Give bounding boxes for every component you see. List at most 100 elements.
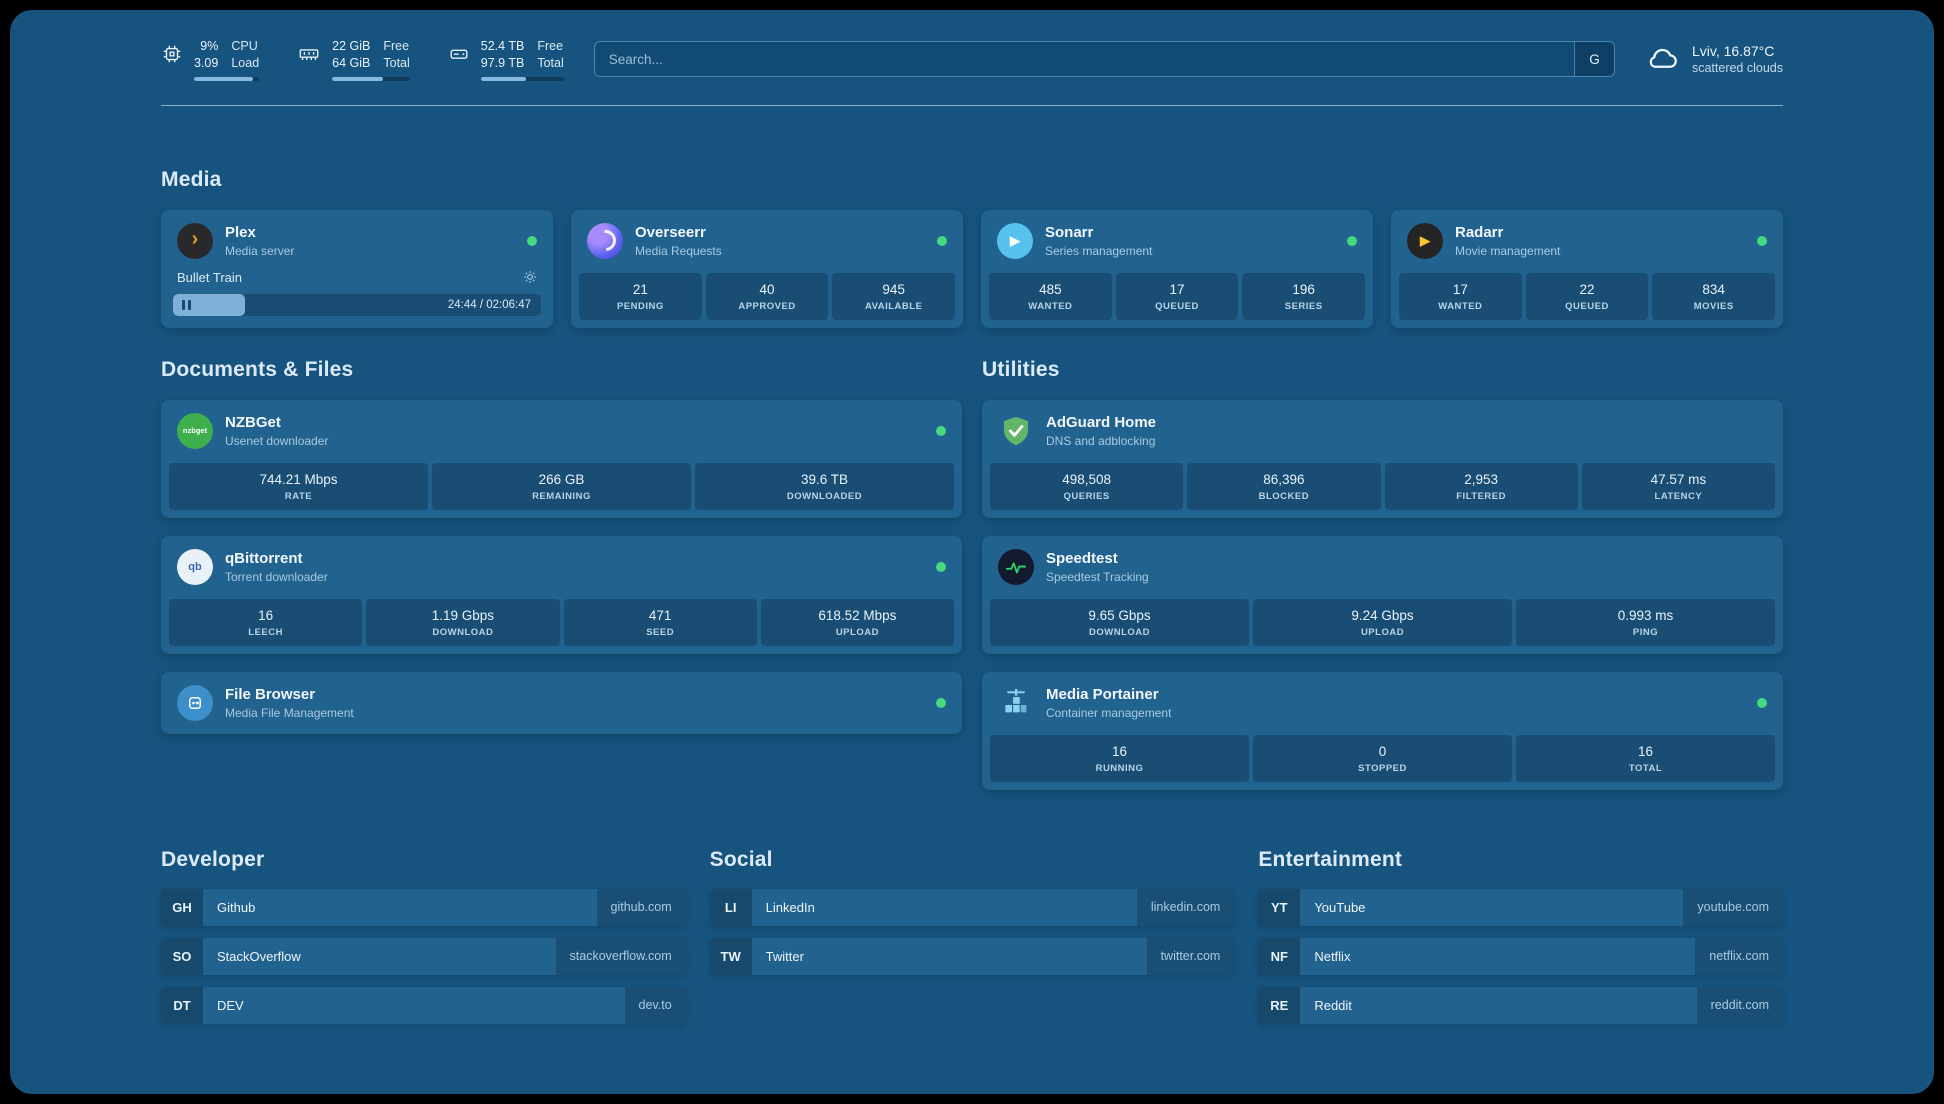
bookmark-name: Github (217, 899, 256, 915)
bookmark-url: dev.to (624, 986, 686, 1024)
stat-download: 9.65 Gbps DOWNLOAD (990, 598, 1249, 646)
memory-total: 64 GiB (332, 55, 371, 70)
service-name: Plex (225, 223, 256, 241)
service-subtitle: Usenet downloader (225, 433, 329, 448)
stats-row: 21 PENDING 40 APPROVED 945 AVAILABLE (579, 272, 956, 320)
cpu-icon (161, 43, 183, 70)
section-title-entertainment: Entertainment (1258, 847, 1403, 871)
disk-bar (480, 76, 564, 81)
stat-download: 1.19 Gbps DOWNLOAD (366, 598, 560, 646)
service-name: Sonarr (1045, 223, 1094, 241)
service-name: NZBGet (225, 413, 281, 431)
memory-body: 22 GiB 64 GiB Free Total (332, 38, 410, 81)
bookmark-name: LinkedIn (765, 899, 815, 915)
cpu-loadavg: 3.09 (194, 55, 219, 70)
service-name: Media Portainer (1046, 685, 1159, 703)
disk-free: 52.4 TB (480, 39, 525, 53)
service-card-adguard[interactable]: AdGuard Home DNS and adblocking 498,508 … (982, 399, 1783, 518)
bookmark-name: Twitter (765, 948, 804, 964)
cpu-body: 9% 3.09 CPU Load (194, 38, 260, 81)
section-title-media: Media (161, 167, 222, 191)
bookmark-youtube[interactable]: YT YouTube youtube.com (1258, 888, 1783, 926)
service-card-nzbget[interactable]: nzbget NZBGet Usenet downloader 744.21 M… (161, 399, 962, 518)
bookmark-reddit[interactable]: RE Reddit reddit.com (1258, 986, 1783, 1024)
section-title-utilities: Utilities (982, 357, 1060, 381)
adguard-icon (998, 413, 1034, 449)
stat-upload: 9.24 Gbps UPLOAD (1253, 598, 1512, 646)
service-card-filebrowser[interactable]: File Browser Media File Management (161, 671, 962, 734)
service-subtitle: Media File Management (225, 705, 354, 720)
memory-label-2: Total (383, 55, 410, 70)
bookmark-stackoverflow[interactable]: SO StackOverflow stackoverflow.com (161, 937, 686, 975)
service-name: File Browser (225, 685, 316, 703)
topbar-divider (161, 104, 1783, 106)
bookmark-name: Reddit (1314, 997, 1352, 1013)
service-name: qBittorrent (225, 549, 303, 567)
service-card-radarr[interactable]: ▶ Radarr Movie management 17 WANTED (1391, 209, 1783, 328)
bookmark-abbr: DT (161, 986, 203, 1024)
bookmark-url: youtube.com (1683, 888, 1783, 926)
stats-row: 16 RUNNING 0 STOPPED 16 TOTAL (990, 734, 1775, 782)
radarr-icon: ▶ (1407, 222, 1443, 259)
bookmark-abbr: TW (709, 937, 752, 975)
disk-icon (448, 43, 470, 70)
stat-remaining: 266 GB REMAINING (432, 462, 691, 510)
service-card-sonarr[interactable]: ▶ Sonarr Series management 485 WANTED (981, 209, 1373, 328)
stat-queued: 22 QUEUED (1525, 272, 1649, 320)
section-title-documents: Documents & Files (161, 357, 354, 381)
disk-body: 52.4 TB 97.9 TB Free Total (480, 38, 564, 81)
memory-free: 22 GiB (332, 39, 371, 53)
disk-total: 97.9 TB (480, 55, 525, 70)
bookmark-name: StackOverflow (217, 948, 301, 964)
bookmarks-social: Social LI LinkedIn linkedin.com TW Twitt… (709, 848, 1235, 975)
disk-bar-fill (480, 76, 527, 81)
search-provider-button[interactable]: G (1573, 42, 1614, 77)
section-title-developer: Developer (161, 847, 265, 871)
filebrowser-icon (177, 684, 213, 721)
stat-blocked: 86,396 BLOCKED (1187, 462, 1381, 510)
disk-label: Free (537, 39, 564, 53)
service-subtitle: Speedtest Tracking (1046, 569, 1149, 584)
stat-wanted: 485 WANTED (989, 272, 1112, 320)
status-dot (936, 697, 946, 708)
service-card-plex[interactable]: › Plex Media server Bullet Train (161, 209, 553, 328)
section-media: Media › Plex Media server Bullet Train (161, 168, 1783, 328)
memory-bar (332, 76, 410, 81)
service-card-portainer[interactable]: Media Portainer Container management 16 … (982, 671, 1783, 790)
cpu-percent: 9% (200, 39, 219, 53)
playback-progress-bar[interactable]: 24:44 / 02:06:47 (173, 293, 541, 316)
stat-approved: 40 APPROVED (705, 272, 829, 320)
stat-running: 16 RUNNING (990, 734, 1249, 782)
pause-icon[interactable] (182, 299, 191, 310)
search-input[interactable] (594, 42, 1574, 77)
bookmark-linkedin[interactable]: LI LinkedIn linkedin.com (709, 888, 1235, 926)
stats-row: 16 LEECH 1.19 Gbps DOWNLOAD 471 SEED (169, 598, 954, 646)
service-subtitle: Media Requests (635, 243, 722, 258)
weather-widget[interactable]: Lviv, 16.87°C scattered clouds (1645, 42, 1783, 77)
disk-widget: 52.4 TB 97.9 TB Free Total (448, 38, 564, 81)
service-subtitle: Movie management (1455, 243, 1561, 258)
stat-series: 196 SERIES (1242, 272, 1366, 320)
now-playing-title: Bullet Train (177, 269, 243, 285)
status-dot (936, 561, 946, 572)
bookmark-dev[interactable]: DT DEV dev.to (161, 986, 686, 1024)
memory-label: Free (383, 39, 410, 53)
bookmark-twitter[interactable]: TW Twitter twitter.com (709, 937, 1235, 975)
service-card-speedtest[interactable]: Speedtest Speedtest Tracking 9.65 Gbps D… (982, 535, 1783, 654)
service-card-qbittorrent[interactable]: qb qBittorrent Torrent downloader 16 LEE… (161, 535, 962, 654)
bookmark-netflix[interactable]: NF Netflix netflix.com (1258, 937, 1783, 975)
stats-row: 9.65 Gbps DOWNLOAD 9.24 Gbps UPLOAD 0.99… (990, 598, 1775, 646)
section-utilities: Utilities AdGuard Home (982, 358, 1783, 790)
cpu-widget: 9% 3.09 CPU Load (161, 38, 260, 81)
memory-icon (297, 43, 321, 70)
status-dot (1757, 697, 1767, 708)
gear-icon[interactable] (523, 270, 537, 284)
service-card-overseerr[interactable]: Overseerr Media Requests 21 PENDING 40 A… (571, 209, 963, 328)
overseerr-icon (587, 222, 623, 259)
bookmark-github[interactable]: GH Github github.com (161, 888, 686, 926)
bookmark-name: DEV (217, 997, 244, 1013)
dashboard-background: 9% 3.09 CPU Load (10, 10, 1934, 1094)
stat-leech: 16 LEECH (169, 598, 363, 646)
service-subtitle: Media server (225, 243, 295, 258)
qbittorrent-icon: qb (177, 548, 213, 585)
